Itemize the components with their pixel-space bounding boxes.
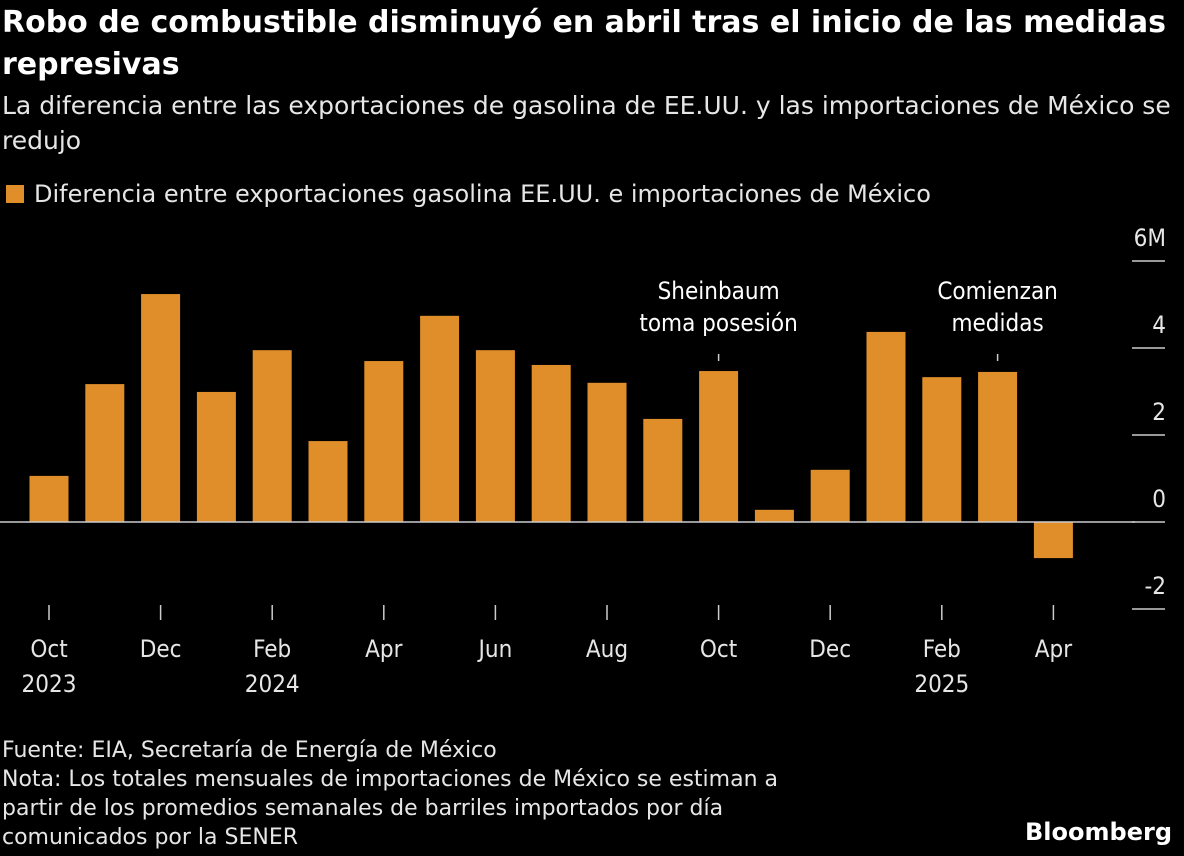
x-tick-label: Feb	[923, 635, 961, 663]
source-note: Fuente: EIA, Secretaría de Energía de Mé…	[2, 738, 497, 763]
bar-chart: -2 0 2 4 6M Oct 2023 Dec Feb 2024 Apr Jun Aug Oct Dec F…	[0, 224, 1166, 698]
x-tick-label: Feb	[253, 635, 291, 663]
x-tick-label: Dec	[140, 635, 182, 663]
x-tick-year: 2023	[22, 670, 77, 698]
note-line: partir de los promedios semanales de bar…	[2, 796, 724, 821]
y-tick-label: 6M	[1134, 224, 1166, 252]
x-tick-label: Jun	[477, 635, 513, 663]
bloomberg-logo: Bloomberg	[1025, 818, 1172, 846]
x-tick-label: Oct	[30, 635, 67, 663]
bar-2024-10	[699, 371, 739, 522]
footer: Fuente: EIA, Secretaría de Energía de Mé…	[2, 736, 778, 852]
bar-2024-11	[754, 509, 794, 522]
bar-2025-02	[922, 377, 962, 522]
bar-2023-12	[141, 294, 181, 522]
annotation-text: Sheinbaum	[658, 277, 780, 305]
legend-swatch	[6, 185, 24, 203]
x-tick-label: Apr	[1035, 635, 1072, 663]
x-tick-year: 2025	[914, 670, 969, 698]
bar-2024-01	[196, 391, 236, 522]
bar-2024-02	[252, 350, 292, 522]
bar-2023-11	[85, 384, 125, 522]
bar-2024-03	[308, 441, 348, 522]
bar-2025-04	[1033, 522, 1073, 559]
bar-2024-06	[475, 350, 515, 522]
bar-2024-12	[810, 469, 850, 522]
chart-subtitle: La diferencia entre las exportaciones de…	[2, 91, 1171, 155]
y-tick-label: -2	[1144, 572, 1166, 600]
x-tick-label: Apr	[365, 635, 402, 663]
bar-2025-01	[866, 331, 906, 522]
chart-title: Robo de combustible disminuyó en abril t…	[2, 5, 1167, 82]
bar-2023-10	[29, 475, 69, 522]
bar-2024-04	[364, 361, 404, 522]
x-tick-label: Dec	[809, 635, 851, 663]
y-tick-label: 0	[1152, 485, 1166, 513]
note-line: comunicados por la SENER	[2, 825, 299, 850]
x-tick-year: 2024	[245, 670, 300, 698]
legend-label: Diferencia entre exportaciones gasolina …	[34, 180, 931, 208]
x-tick-label: Oct	[700, 635, 737, 663]
bar-2025-03	[978, 371, 1018, 522]
note-line: Nota: Los totales mensuales de importaci…	[2, 767, 778, 792]
bar-2024-07	[531, 364, 571, 522]
annotation-text: medidas	[951, 309, 1043, 337]
bar-2024-09	[643, 418, 683, 522]
y-tick-label: 4	[1152, 311, 1166, 339]
annotation-text: Comienzan	[937, 277, 1058, 305]
x-tick-label: Aug	[586, 635, 628, 663]
bar-2024-08	[587, 382, 627, 522]
bar-2024-05	[420, 315, 460, 522]
y-tick-label: 2	[1152, 398, 1166, 426]
legend: Diferencia entre exportaciones gasolina …	[6, 180, 931, 208]
annotation-text: toma posesión	[639, 309, 797, 337]
